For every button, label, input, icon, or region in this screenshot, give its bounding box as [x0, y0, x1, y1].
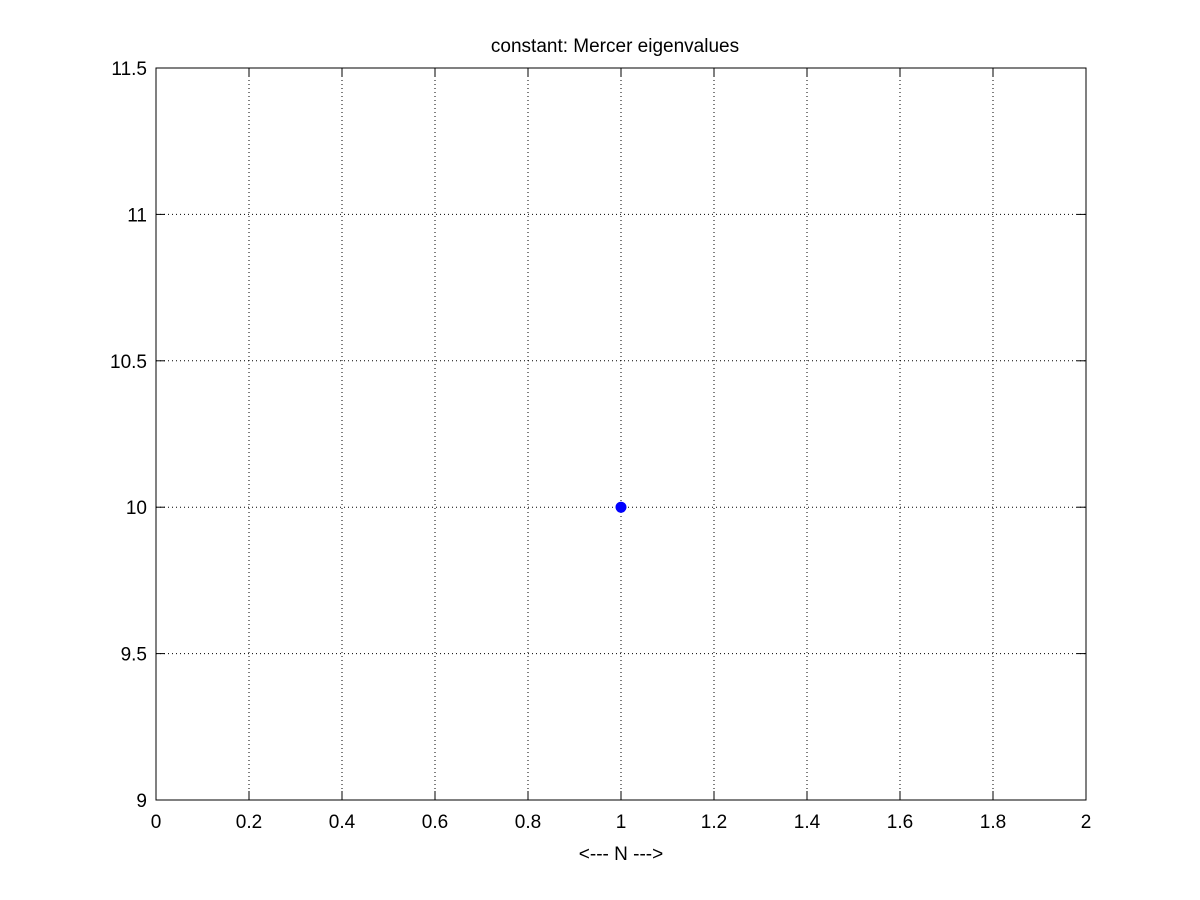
- y-tick-labels: 9 9.5 10 10.5 11 11.5: [110, 59, 147, 812]
- y-tick-label: 11: [127, 205, 147, 226]
- x-tick-labels: 0 0.2 0.4 0.6 0.8 1 1.2 1.4 1.6 1.8 2: [151, 812, 1092, 833]
- data-point: [615, 501, 627, 513]
- y-tick-label: 9: [136, 791, 147, 812]
- x-tick-label: 1.8: [980, 812, 1006, 833]
- x-tick-label: 0.6: [422, 812, 448, 833]
- x-tick-label: 0.8: [515, 812, 541, 833]
- x-tick-label: 0.2: [236, 812, 262, 833]
- x-tick-label: 2: [1081, 812, 1092, 833]
- data-points: [615, 501, 627, 513]
- y-tick-label: 11.5: [111, 59, 147, 80]
- x-axis-label: <--- N --->: [579, 844, 663, 865]
- x-tick-label: 1.6: [887, 812, 913, 833]
- plot-area: [156, 68, 1086, 800]
- x-tick-label: 0: [151, 812, 162, 833]
- x-tick-label: 0.4: [329, 812, 356, 833]
- x-tick-label: 1.4: [794, 812, 821, 833]
- tick-marks: [155, 67, 1087, 801]
- y-tick-label: 10.5: [110, 352, 147, 373]
- x-tick-label: 1: [616, 812, 627, 833]
- x-tick-label: 1.2: [701, 812, 727, 833]
- y-tick-label: 9.5: [121, 645, 147, 666]
- y-tick-label: 10: [126, 498, 147, 519]
- chart-title: constant: Mercer eigenvalues: [491, 36, 739, 57]
